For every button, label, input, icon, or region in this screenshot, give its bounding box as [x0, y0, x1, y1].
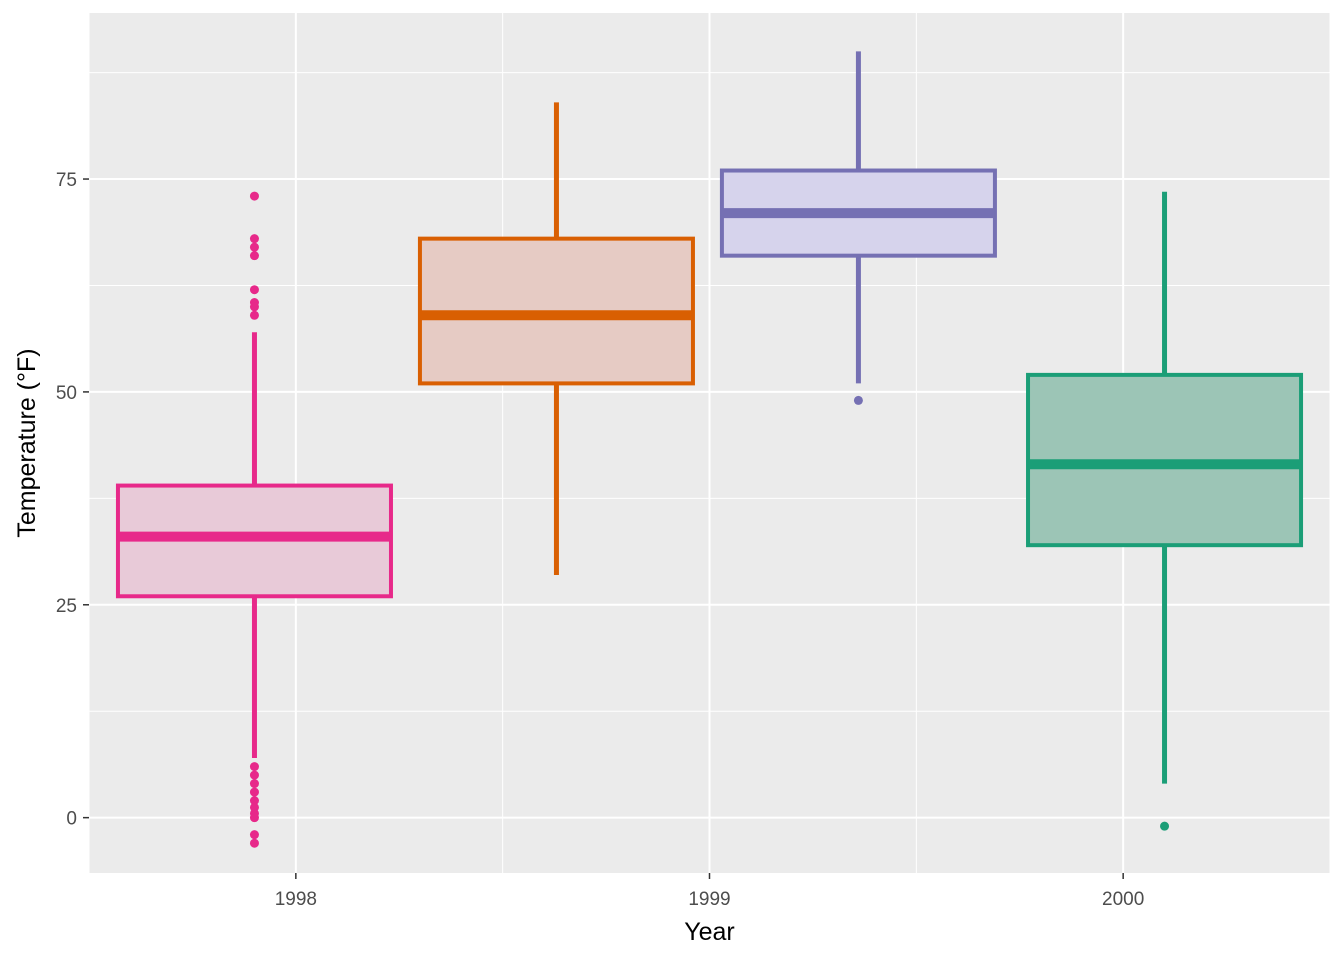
outlier-point — [249, 191, 259, 201]
box-group — [719, 51, 997, 405]
outlier-point — [853, 395, 863, 405]
y-tick-label: 75 — [56, 170, 77, 191]
outlier-point — [249, 770, 259, 780]
outlier-point — [249, 234, 259, 244]
y-tick-label: 0 — [66, 809, 77, 830]
outlier-point — [249, 310, 259, 320]
outlier-point — [249, 302, 259, 312]
outlier-point — [249, 838, 259, 848]
boxes-layer — [115, 51, 1304, 848]
x-tick-label: 2000 — [1102, 889, 1144, 910]
outlier-point — [1160, 821, 1170, 831]
outlier-point — [249, 762, 259, 772]
outlier-point — [249, 796, 259, 806]
box-group — [417, 102, 695, 575]
outlier-point — [249, 813, 259, 823]
outlier-point — [249, 779, 259, 789]
y-tick-label: 50 — [56, 383, 77, 404]
x-axis: 1998 1999 2000 — [275, 873, 1144, 910]
outlier-point — [249, 285, 259, 295]
y-axis-title: Temperature (°F) — [13, 348, 41, 537]
y-axis: 0 25 50 75 — [56, 170, 89, 830]
x-axis-title: Year — [684, 918, 735, 946]
outlier-point — [249, 787, 259, 797]
box-group — [1026, 191, 1304, 831]
outlier-point — [249, 830, 259, 840]
x-tick-label: 1999 — [688, 889, 730, 910]
outlier-point — [249, 251, 259, 261]
x-tick-label: 1998 — [275, 889, 317, 910]
box-group — [115, 191, 393, 848]
outlier-point — [249, 242, 259, 252]
y-tick-label: 25 — [56, 596, 77, 617]
